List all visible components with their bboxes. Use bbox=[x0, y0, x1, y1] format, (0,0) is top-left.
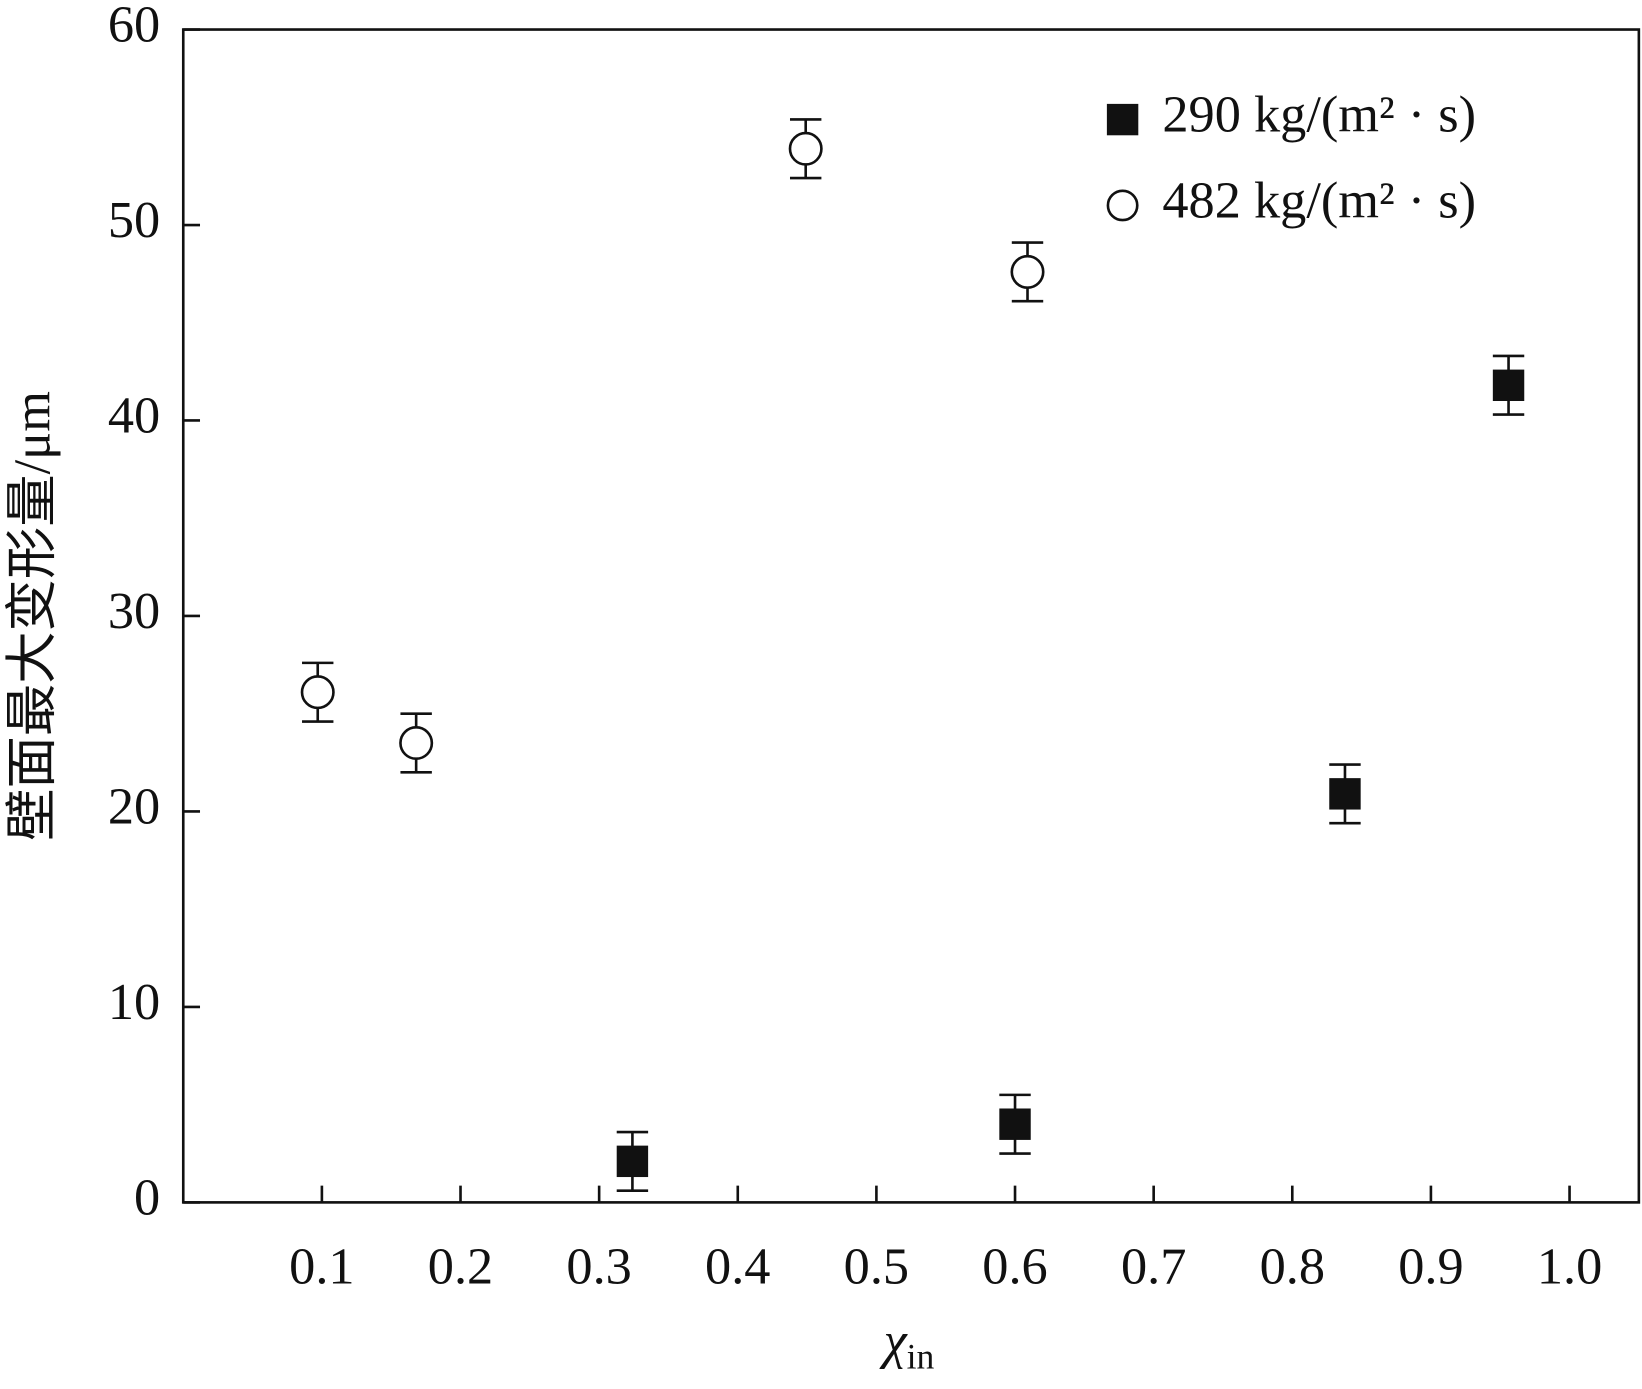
y-tick-label: 40 bbox=[108, 386, 160, 444]
legend-swatch bbox=[1106, 103, 1139, 136]
y-axis-label: 壁面最大变形量/μm bbox=[4, 391, 62, 841]
data-point bbox=[1492, 369, 1525, 402]
legend-swatch bbox=[1106, 189, 1139, 222]
x-label-subscript: in bbox=[907, 1337, 935, 1377]
y-tick-label: 50 bbox=[108, 191, 160, 249]
y-tick-label: 10 bbox=[108, 973, 160, 1031]
data-point bbox=[999, 1108, 1031, 1140]
y-tick-label: 0 bbox=[134, 1168, 160, 1226]
x-tick-label: 0.7 bbox=[1121, 1238, 1186, 1296]
y-tick-label: 20 bbox=[108, 777, 160, 835]
data-point bbox=[1010, 254, 1045, 289]
x-tick-label: 0.6 bbox=[982, 1238, 1047, 1296]
x-tick-label: 0.8 bbox=[1260, 1238, 1325, 1296]
x-tick-label: 0.9 bbox=[1398, 1238, 1463, 1296]
y-tick-label: 30 bbox=[108, 582, 160, 640]
x-axis-label: χin bbox=[879, 1312, 935, 1377]
x-tick-label: 0.1 bbox=[289, 1238, 354, 1296]
x-tick-label: 0.3 bbox=[566, 1238, 631, 1296]
x-tick-label: 0.2 bbox=[428, 1238, 493, 1296]
data-point bbox=[399, 726, 434, 761]
x-tick-label: 0.4 bbox=[705, 1238, 770, 1296]
x-tick-label: 0.5 bbox=[844, 1238, 909, 1296]
x-label-symbol: χ bbox=[879, 1312, 909, 1370]
data-point bbox=[616, 1145, 649, 1178]
y-tick-label: 60 bbox=[108, 0, 160, 54]
legend-label: 482 kg/(m² · s) bbox=[1162, 171, 1476, 229]
legend-label: 290 kg/(m² · s) bbox=[1162, 86, 1476, 144]
data-point bbox=[1329, 778, 1361, 810]
data-point bbox=[788, 131, 823, 166]
data-point bbox=[300, 675, 335, 710]
x-tick-label: 1.0 bbox=[1537, 1238, 1602, 1296]
